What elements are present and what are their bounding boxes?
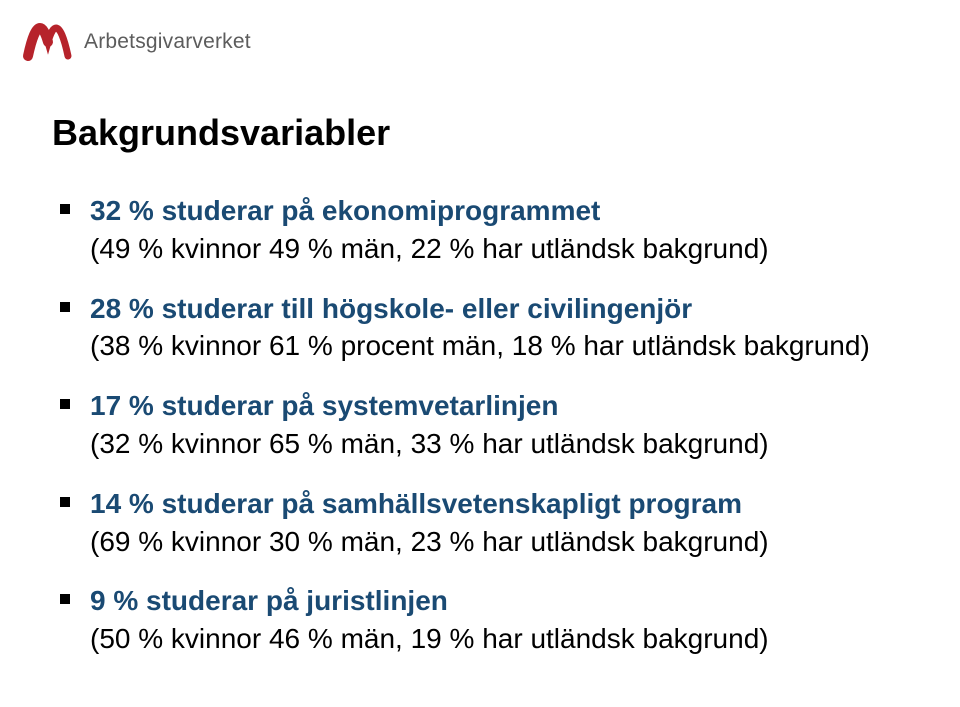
list-item: 17 % studerar på systemvetarlinjen (32 %… [60,387,908,463]
bullet-subtext: (38 % kvinnor 61 % procent män, 18 % har… [90,327,908,365]
bullet-list: 32 % studerar på ekonomiprogrammet (49 %… [52,192,908,658]
brand-name: Arbetsgivarverket [84,30,251,54]
list-item: 32 % studerar på ekonomiprogrammet (49 %… [60,192,908,268]
list-item: 14 % studerar på samhällsvetenskapligt p… [60,485,908,561]
brand-logo-icon [22,22,74,62]
bullet-heading: 32 % studerar på ekonomiprogrammet [90,192,908,230]
bullet-heading: 17 % studerar på systemvetarlinjen [90,387,908,425]
bullet-subtext: (50 % kvinnor 46 % män, 19 % har utländs… [90,620,908,658]
bullet-heading: 9 % studerar på juristlinjen [90,582,908,620]
list-item: 9 % studerar på juristlinjen (50 % kvinn… [60,582,908,658]
bullet-heading: 28 % studerar till högskole- eller civil… [90,290,908,328]
bullet-subtext: (32 % kvinnor 65 % män, 33 % har utländs… [90,425,908,463]
slide-content: Bakgrundsvariabler 32 % studerar på ekon… [52,112,908,680]
list-item: 28 % studerar till högskole- eller civil… [60,290,908,366]
slide-title: Bakgrundsvariabler [52,112,908,154]
bullet-subtext: (69 % kvinnor 30 % män, 23 % har utländs… [90,523,908,561]
bullet-heading: 14 % studerar på samhällsvetenskapligt p… [90,485,908,523]
bullet-subtext: (49 % kvinnor 49 % män, 22 % har utländs… [90,230,908,268]
brand-header: Arbetsgivarverket [22,22,251,62]
